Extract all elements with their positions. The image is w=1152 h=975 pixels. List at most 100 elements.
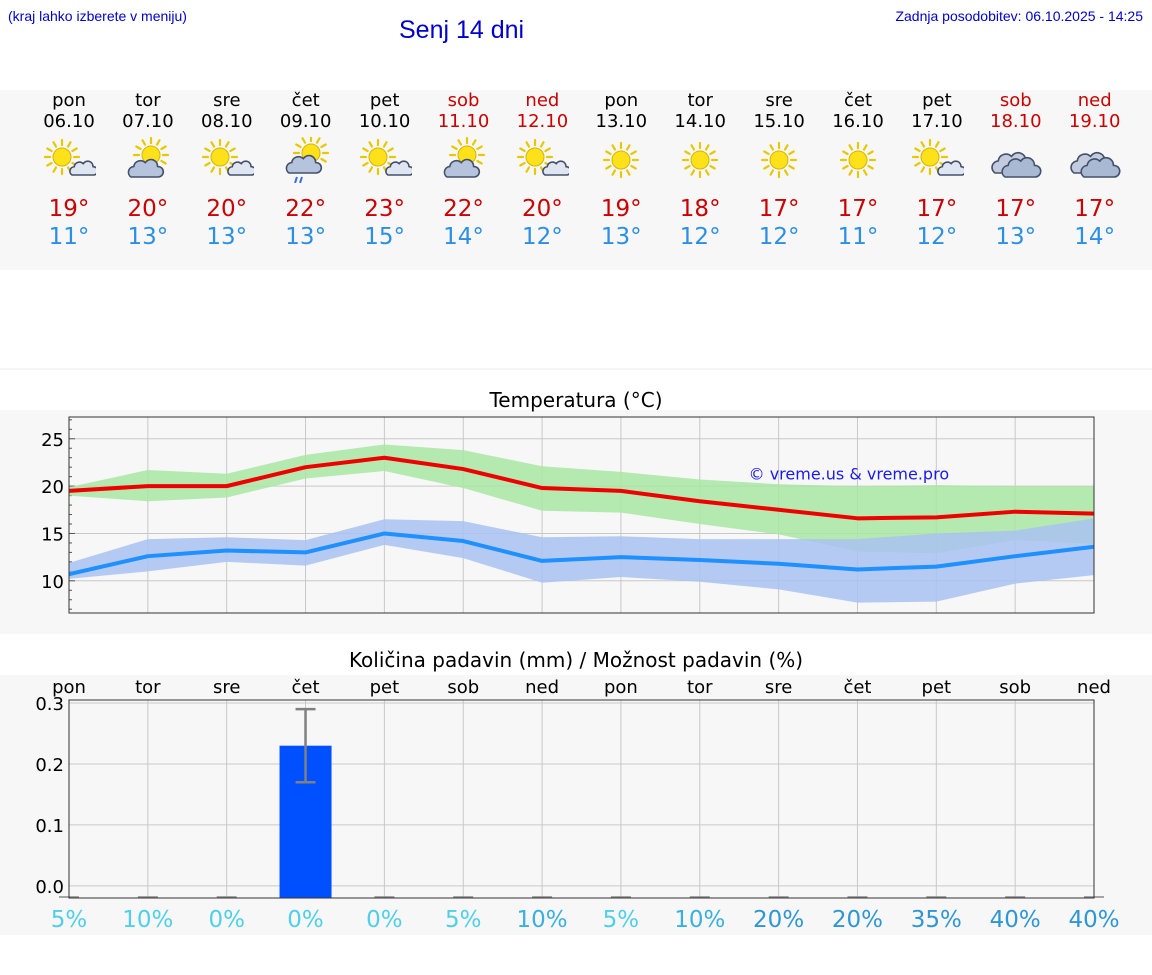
day-date: 15.10 (753, 111, 805, 132)
day-date: 17.10 (911, 111, 963, 132)
max-temperature-line (68, 455, 1095, 521)
last-update: Zadnja posodobitev: 06.10.2025 - 14:25 (895, 8, 1143, 24)
forecast-day: pon 13.10 19° 13° (581, 90, 661, 251)
min-temperature: 12° (522, 224, 563, 250)
day-date: 19.10 (1068, 111, 1121, 132)
max-temperature: 22° (285, 196, 327, 222)
day-name: sob (447, 90, 480, 111)
precipitation-chart-title: Količina padavin (mm) / Možnost padavin … (348, 648, 804, 672)
max-temperature: 20° (127, 196, 169, 222)
max-temperature: 22° (443, 196, 484, 222)
cloud-sun-icon (443, 137, 485, 178)
day-name: tor (135, 90, 161, 111)
min-temperature: 12° (758, 224, 800, 250)
day-date: 16.10 (832, 111, 884, 132)
day-date: 11.10 (437, 111, 490, 132)
forecast-strip: pon 06.10 19° 11° tor 07.10 20° 13° sre 08.10 20° 1… (0, 90, 1152, 270)
min-temperature: 12° (679, 224, 721, 250)
precipitation-chance: 10% (122, 907, 173, 933)
y-tick-label: 0.1 (35, 816, 64, 837)
cloud-sun-icon (127, 137, 169, 178)
day-label: sre (765, 677, 792, 698)
precipitation-chance: 35% (911, 907, 962, 933)
max-temperature: 17° (916, 196, 958, 222)
min-temperature: 13° (206, 224, 248, 250)
day-label: ned (1077, 677, 1111, 698)
precipitation-chance: 10% (674, 907, 725, 933)
day-name: pon (52, 90, 86, 111)
max-temperature: 17° (758, 196, 800, 222)
max-temperature: 17° (837, 196, 879, 222)
day-date: 14.10 (674, 111, 726, 132)
precipitation-chance: 20% (753, 907, 804, 933)
day-label: ned (525, 677, 559, 698)
y-tick-label: 20 (41, 477, 64, 498)
day-label: pon (604, 677, 638, 698)
y-tick-label: 0.0 (35, 877, 64, 898)
location-hint: (kraj lahko izberete v meniju) (8, 8, 187, 24)
divider (0, 368, 1152, 370)
day-name: čet (843, 90, 873, 111)
min-temperature: 14° (443, 224, 484, 250)
day-name: pet (369, 90, 400, 111)
precipitation-chance: 5% (603, 907, 640, 933)
day-date: 07.10 (122, 111, 174, 132)
forecast-day: sob 18.10 17° 13° (976, 90, 1056, 251)
day-date: 08.10 (201, 111, 253, 132)
min-temperature: 11° (837, 224, 879, 250)
min-temperature: 11° (48, 224, 90, 250)
sun-cloud-icon (43, 138, 96, 176)
precipitation-chance: 0% (366, 907, 403, 933)
forecast-day: tor 14.10 18° 12° (660, 90, 740, 251)
precipitation-chance: 40% (1068, 907, 1119, 933)
day-name: sob (999, 90, 1032, 111)
forecast-day: ned 12.10 20° 12° (502, 90, 582, 251)
sun-icon (603, 141, 640, 179)
sun-cloud-icon (911, 138, 964, 176)
sun-icon (839, 141, 877, 179)
temperature-chart-title: Temperatura (°C) (489, 388, 663, 412)
day-name: sre (765, 90, 793, 111)
max-temperature: 20° (522, 196, 563, 222)
precipitation-chance: 40% (990, 907, 1041, 933)
y-tick-label: 0.3 (35, 694, 64, 715)
day-date: 10.10 (358, 111, 411, 132)
forecast-day: čet 16.10 17° 11° (818, 90, 898, 251)
precipitation-chance: 10% (517, 907, 568, 933)
day-date: 06.10 (43, 111, 95, 132)
min-temperature: 12° (916, 224, 958, 250)
forecast-day: sob 11.10 22° 14° (424, 90, 504, 251)
plot-frame (68, 416, 1095, 614)
clouds-icon (1069, 152, 1121, 178)
watermark: © vreme.us & vreme.pro (749, 464, 950, 483)
sun-cloud-icon (359, 138, 412, 176)
min-temperature: 15° (364, 224, 405, 250)
forecast-day: čet 09.10 22° 13° (266, 90, 346, 251)
plot-frame (68, 699, 1095, 899)
y-tick-label: 0.2 (35, 755, 64, 776)
day-date: 12.10 (516, 111, 569, 132)
min-temperature-line (68, 531, 1095, 577)
day-label: pet (370, 677, 400, 698)
precipitation-chance: 0% (208, 907, 245, 933)
max-temperature: 17° (1074, 196, 1116, 222)
forecast-day: sre 15.10 17° 12° (739, 90, 819, 251)
day-name: ned (1077, 90, 1112, 111)
day-label: pon (52, 677, 86, 698)
plot-area (69, 700, 1094, 898)
max-temperature-range (69, 444, 1094, 554)
sun-cloud-icon (201, 138, 254, 176)
day-label: pet (922, 677, 952, 698)
sun-icon (682, 141, 719, 179)
day-label: sob (447, 677, 479, 698)
day-name: čet (291, 90, 320, 111)
min-temperature: 14° (1074, 224, 1116, 250)
min-temperature: 13° (600, 224, 642, 250)
clouds-icon (991, 152, 1042, 178)
max-temperature: 23° (364, 196, 405, 222)
sun-cloud-icon (517, 138, 570, 176)
y-tick-label: 10 (41, 572, 64, 593)
day-name: pet (922, 90, 952, 111)
forecast-day: pet 10.10 23° 15° (345, 90, 425, 251)
precipitation-chart: pon tor sre čet pet sob ned pon tor sre čet pet sob n… (35, 677, 1119, 933)
